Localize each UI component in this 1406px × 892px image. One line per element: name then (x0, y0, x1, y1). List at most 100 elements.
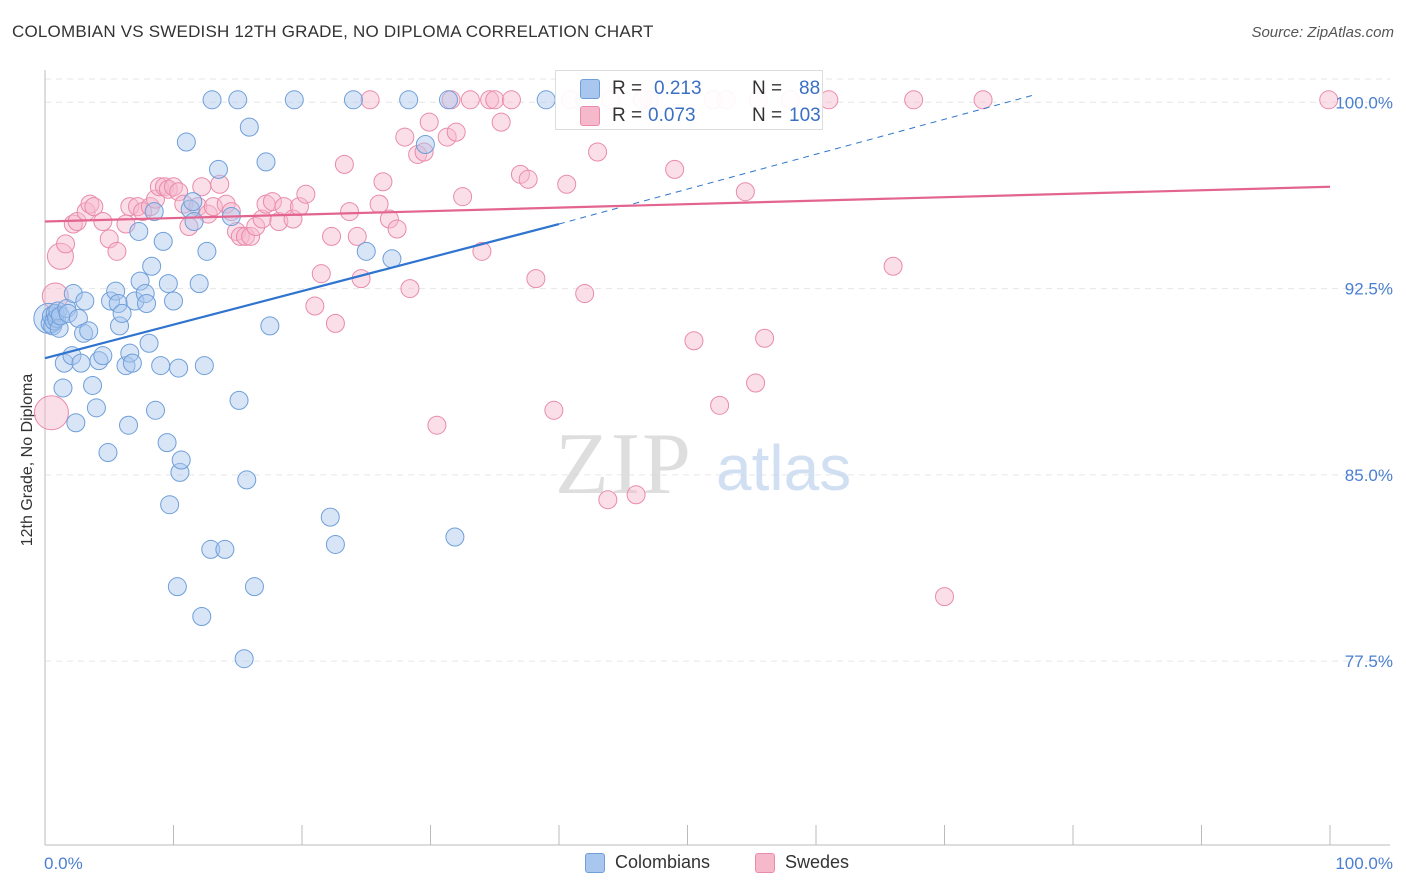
colombians-point (58, 303, 78, 323)
colombians-point (101, 291, 121, 311)
colombians-point (284, 90, 304, 110)
r-label: R = (612, 78, 643, 99)
colombians-point (244, 577, 264, 597)
watermark-zip: ZIP (555, 416, 693, 513)
swedes-point (107, 241, 127, 261)
swedes-point (485, 90, 505, 110)
colombians-point (108, 293, 128, 313)
colombians-point (325, 534, 345, 554)
colombians-point (320, 507, 340, 527)
colombians-point (71, 353, 91, 373)
colombians-point (239, 117, 259, 137)
swedes-point (710, 395, 730, 415)
swedes-point (246, 216, 266, 236)
colombians-point (68, 308, 88, 328)
colombians-point (160, 495, 180, 515)
swedes-point (437, 127, 457, 147)
colombians-point (234, 649, 254, 669)
colombians-point (445, 527, 465, 547)
swedes-point (296, 184, 316, 204)
swedes-point (351, 269, 371, 289)
swedes-point (684, 331, 704, 351)
swedes-point (340, 202, 360, 222)
swedes-point (598, 490, 618, 510)
swedes-point (588, 142, 608, 162)
y-tick-label: 77.5% (1345, 652, 1393, 671)
colombians-point (256, 152, 276, 172)
source-label: Source: ZipAtlas.com (1251, 24, 1394, 41)
colombians-point (153, 231, 173, 251)
colombians-point (98, 443, 118, 463)
colombians-point (79, 321, 99, 341)
colombians-point (438, 90, 458, 110)
r-value: 0.213 (654, 78, 702, 99)
colombians-point (201, 539, 221, 559)
legend-label-swedes: Swedes (785, 852, 850, 872)
colombians-point (343, 90, 363, 110)
swedes-point (904, 90, 924, 110)
x-tick-label: 0.0% (44, 854, 83, 873)
swedes-point (334, 154, 354, 174)
r-label: R = (612, 105, 643, 126)
colombians-point (142, 256, 162, 276)
colombians-point (228, 90, 248, 110)
legend-item-colombians[interactable]: Colombians (585, 852, 710, 873)
colombians-swatch (585, 852, 605, 873)
colombians-point (106, 281, 126, 301)
swedes-point (379, 209, 399, 229)
colombians-trend-line (44, 222, 560, 360)
colombians-point (135, 284, 155, 304)
swedes-point (935, 587, 954, 607)
colombians-point (536, 90, 556, 110)
swedes-point (626, 485, 646, 505)
swedes-point (1319, 90, 1339, 110)
swedes-point (472, 241, 492, 261)
colombians-point (189, 274, 209, 294)
colombians-point (122, 353, 142, 373)
colombians-point (183, 192, 203, 212)
colombians-point (208, 159, 228, 179)
swedes-point (575, 284, 595, 304)
swedes-point (235, 226, 255, 246)
swedes-point (262, 192, 282, 212)
x-tick-label: 100.0% (1335, 854, 1393, 873)
colombians-point (215, 539, 235, 559)
colombians-point (74, 323, 94, 343)
colombians-point (167, 577, 187, 597)
swedes-point (311, 264, 331, 284)
watermark-atlas: atlas (716, 432, 851, 504)
swedes-swatch (580, 106, 600, 126)
swedes-point (269, 212, 289, 232)
swedes-point (518, 169, 538, 189)
swedes-point (322, 226, 342, 246)
swedes-point (373, 172, 393, 192)
colombians-point (176, 132, 196, 152)
colombians-point (139, 333, 159, 353)
legend-item-swedes[interactable]: Swedes (755, 852, 849, 873)
colombians-point (158, 274, 178, 294)
swedes-point (305, 296, 325, 316)
colombians-trend-extension (558, 94, 1035, 225)
tick-labels: 77.5% 85.0% 92.5% 100.0% 0.0% 100.0% (44, 93, 1393, 873)
swedes-point (347, 226, 367, 246)
swedes-point (746, 373, 766, 393)
swedes-point (557, 174, 577, 194)
swedes-point (414, 142, 434, 162)
swedes-point (230, 226, 250, 246)
watermark: ZIP atlas (555, 416, 851, 513)
swedes-point (755, 328, 775, 348)
colombians-point (164, 291, 183, 311)
swedes-point (460, 90, 480, 110)
colombians-point (93, 346, 113, 366)
colombians-points (33, 90, 595, 669)
swedes-point (453, 187, 473, 207)
swedes-point (973, 90, 993, 110)
colombians-point (184, 212, 204, 232)
colombians-point (192, 606, 212, 626)
swedes-point (210, 174, 230, 194)
n-label: N = (752, 78, 783, 99)
colombians-point (63, 284, 83, 304)
colombians-point (119, 415, 139, 435)
swedes-point (395, 127, 415, 147)
